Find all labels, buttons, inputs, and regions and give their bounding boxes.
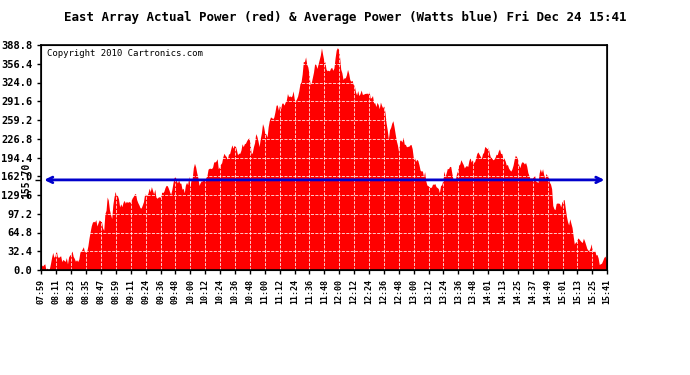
Text: East Array Actual Power (red) & Average Power (Watts blue) Fri Dec 24 15:41: East Array Actual Power (red) & Average … <box>63 11 627 24</box>
Text: Copyright 2010 Cartronics.com: Copyright 2010 Cartronics.com <box>47 50 203 58</box>
